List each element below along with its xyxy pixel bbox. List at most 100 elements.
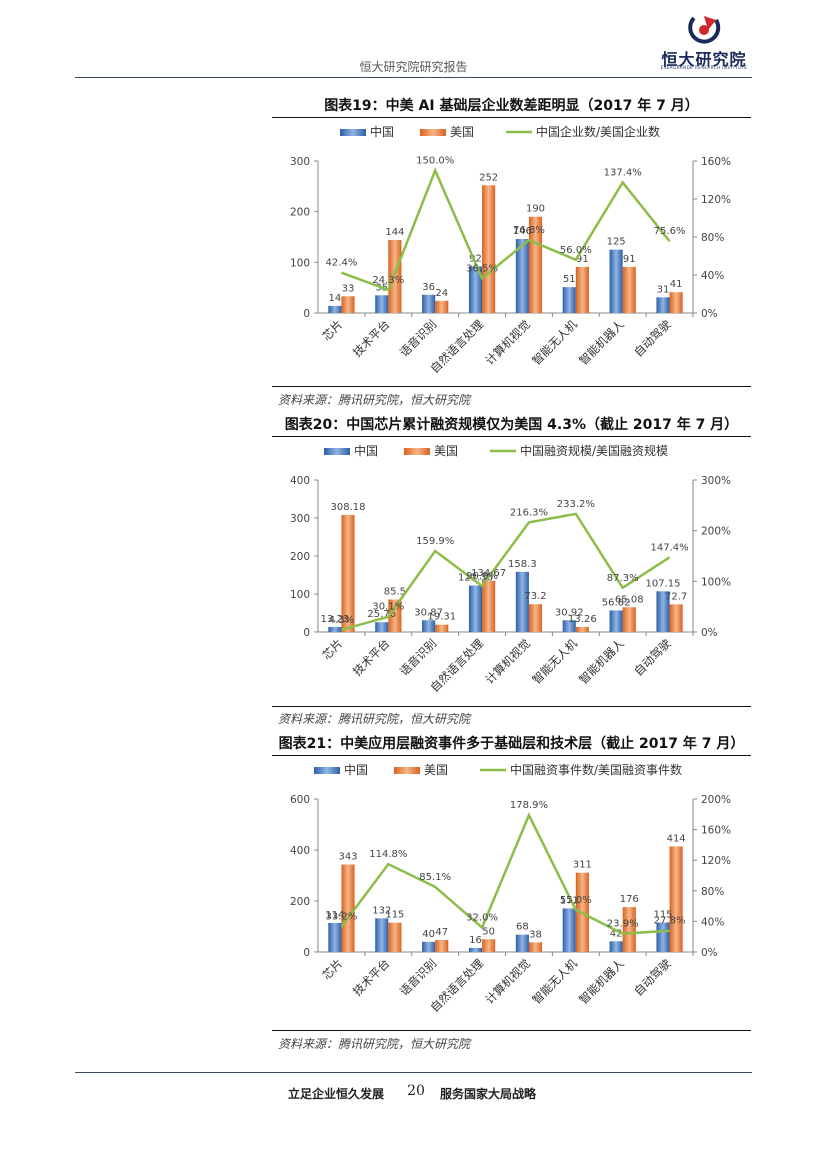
- chart-svg: 中国 美国 中国企业数/美国企业数 0 100 200 300 0% 40% 80% 120% 160…: [290, 124, 731, 376]
- y-tick-label: 300: [290, 513, 310, 525]
- bar-usa: [482, 185, 496, 313]
- bar-label-china: 171: [560, 895, 579, 906]
- figure-top-rule: [272, 436, 751, 437]
- figure-top-rule: [272, 755, 751, 756]
- y2-tick-label: 160%: [701, 156, 731, 168]
- bar-usa: [669, 604, 683, 632]
- bar-label-china: 42: [610, 928, 623, 939]
- ratio-line: [341, 512, 671, 632]
- bar-label-china: 68: [516, 922, 529, 933]
- bar-label-usa: 115: [385, 910, 404, 921]
- legend-label-china: 中国: [344, 762, 368, 777]
- bar-china: [468, 947, 483, 952]
- legend-label-ratio: 中国融资事件数/美国融资事件数: [510, 762, 682, 777]
- bar-china: [515, 571, 529, 632]
- bar-china: [656, 591, 670, 632]
- bar-label-china: 14: [329, 293, 342, 304]
- page-number: 20: [407, 1083, 425, 1099]
- y2-tick-label: 300%: [701, 475, 731, 487]
- bar-label-china: 158.3: [508, 559, 537, 570]
- bar-label-china: 40: [422, 929, 435, 940]
- x-tick-label: 自动驾驶: [631, 636, 674, 679]
- y-tick-label: 300: [290, 156, 310, 168]
- ratio-point-label: 33.2%: [326, 912, 358, 923]
- bar-label-usa: 38: [529, 929, 542, 940]
- legend-label-usa: 美国: [434, 444, 458, 458]
- bar-china: [422, 294, 436, 313]
- bar-label-usa: 50: [482, 926, 495, 937]
- report-header-title: 恒大研究院研究报告: [359, 60, 468, 74]
- bar-usa: [528, 942, 543, 952]
- ratio-point-label: 30.1%: [372, 602, 404, 613]
- y2-tick-label: 120%: [701, 855, 731, 867]
- bar-usa: [575, 266, 589, 313]
- source-note: 资料来源：腾讯研究院，恒大研究院: [278, 393, 471, 407]
- x-tick-label: 智能机器人: [576, 956, 627, 1007]
- bar-label-usa: 134.67: [471, 568, 506, 579]
- chart-21: 中国 美国 中国融资事件数/美国融资事件数 0 200 400 600 0% 40% 80% 120…: [272, 757, 751, 1030]
- chart-legend: 中国 美国 中国融资事件数/美国融资事件数: [314, 762, 682, 777]
- bar-china: [515, 934, 529, 952]
- bar-usa: [341, 514, 355, 632]
- bar-label-usa: 144: [385, 227, 404, 238]
- x-tick-label: 语音识别: [397, 636, 439, 678]
- figure-title-20: 图表20：中国芯片累计融资规模仅为美国 4.3%（截止 2017 年 7 月）: [284, 417, 739, 433]
- bar-label-china: 31: [657, 284, 670, 295]
- bar-label-china: 92: [469, 253, 482, 264]
- legend-label-china: 中国: [370, 124, 394, 139]
- legend-label-usa: 美国: [450, 125, 474, 139]
- bar-label-usa: 308.18: [331, 502, 366, 513]
- bar-china: [328, 626, 342, 632]
- x-tick-label: 智能机器人: [576, 636, 627, 687]
- legend-swatch-usa: [420, 129, 446, 136]
- x-tick-label: 语音识别: [397, 956, 439, 998]
- legend-label-china: 中国: [354, 443, 378, 458]
- ratio-point-label: 32.0%: [466, 913, 498, 924]
- y2-tick-label: 200%: [701, 526, 731, 538]
- footer-left-slogan: 立足企业恒久发展: [288, 1087, 385, 1101]
- bar-label-china: 132: [372, 905, 391, 916]
- chart-legend: 中国 美国 中国企业数/美国企业数: [340, 124, 660, 139]
- bar-china: [328, 922, 342, 952]
- bar-usa: [388, 599, 402, 632]
- bar-label-china: 30.87: [414, 607, 443, 618]
- bar-usa: [622, 266, 636, 313]
- bar-usa: [435, 624, 449, 632]
- bar-label-usa: 91: [623, 254, 636, 265]
- x-tick-label: 智能机器人: [576, 317, 627, 368]
- ratio-point-label: 23.9%: [607, 919, 639, 930]
- logo: 恒大研究院 EVERGRANDE RESEARCH INSTITUTE: [654, 14, 754, 72]
- ratio-line: [341, 167, 671, 292]
- bar-china: [609, 610, 623, 632]
- chart-svg: 中国 美国 中国融资规模/美国融资规模 0 100 200 300 400 0% 100% 200%…: [290, 443, 731, 695]
- bar-usa: [528, 604, 543, 632]
- ratio-point-label: 137.4%: [604, 167, 642, 178]
- bar-label-usa: 176: [620, 894, 639, 905]
- y-tick-label: 200: [290, 896, 310, 908]
- x-tick-label: 技术平台: [350, 636, 392, 678]
- header-divider: [75, 77, 752, 78]
- bar-china: [468, 266, 483, 313]
- ratio-point-label: 178.9%: [510, 800, 548, 811]
- ratio-point-label: 150.0%: [416, 156, 454, 167]
- chart-svg: 中国 美国 中国融资事件数/美国融资事件数 0 200 400 600 0% 40% 80% 120…: [290, 762, 731, 1015]
- y2-tick-label: 0%: [701, 947, 718, 959]
- bar-china: [422, 941, 436, 952]
- bar-label-usa: 343: [338, 852, 357, 863]
- ratio-point-label: 233.2%: [557, 499, 595, 510]
- y2-tick-label: 40%: [701, 916, 724, 928]
- ratio-point-label: 159.9%: [416, 536, 454, 547]
- bar-usa: [669, 846, 683, 952]
- source-note: 资料来源：腾讯研究院，恒大研究院: [278, 1037, 471, 1051]
- y2-tick-label: 0%: [701, 627, 718, 639]
- logo-subtitle: EVERGRANDE RESEARCH INSTITUTE: [660, 65, 748, 70]
- figure-bottom-rule: [272, 706, 751, 707]
- x-tick-label: 芯片: [319, 636, 345, 662]
- footer-divider: [75, 1072, 752, 1073]
- legend-swatch-china: [314, 767, 340, 774]
- y2-tick-label: 40%: [701, 270, 724, 282]
- bar-label-usa: 19.31: [427, 612, 456, 623]
- ratio-line: [340, 812, 670, 935]
- bar-usa: [669, 292, 683, 313]
- bar-label-china: 16: [469, 935, 482, 946]
